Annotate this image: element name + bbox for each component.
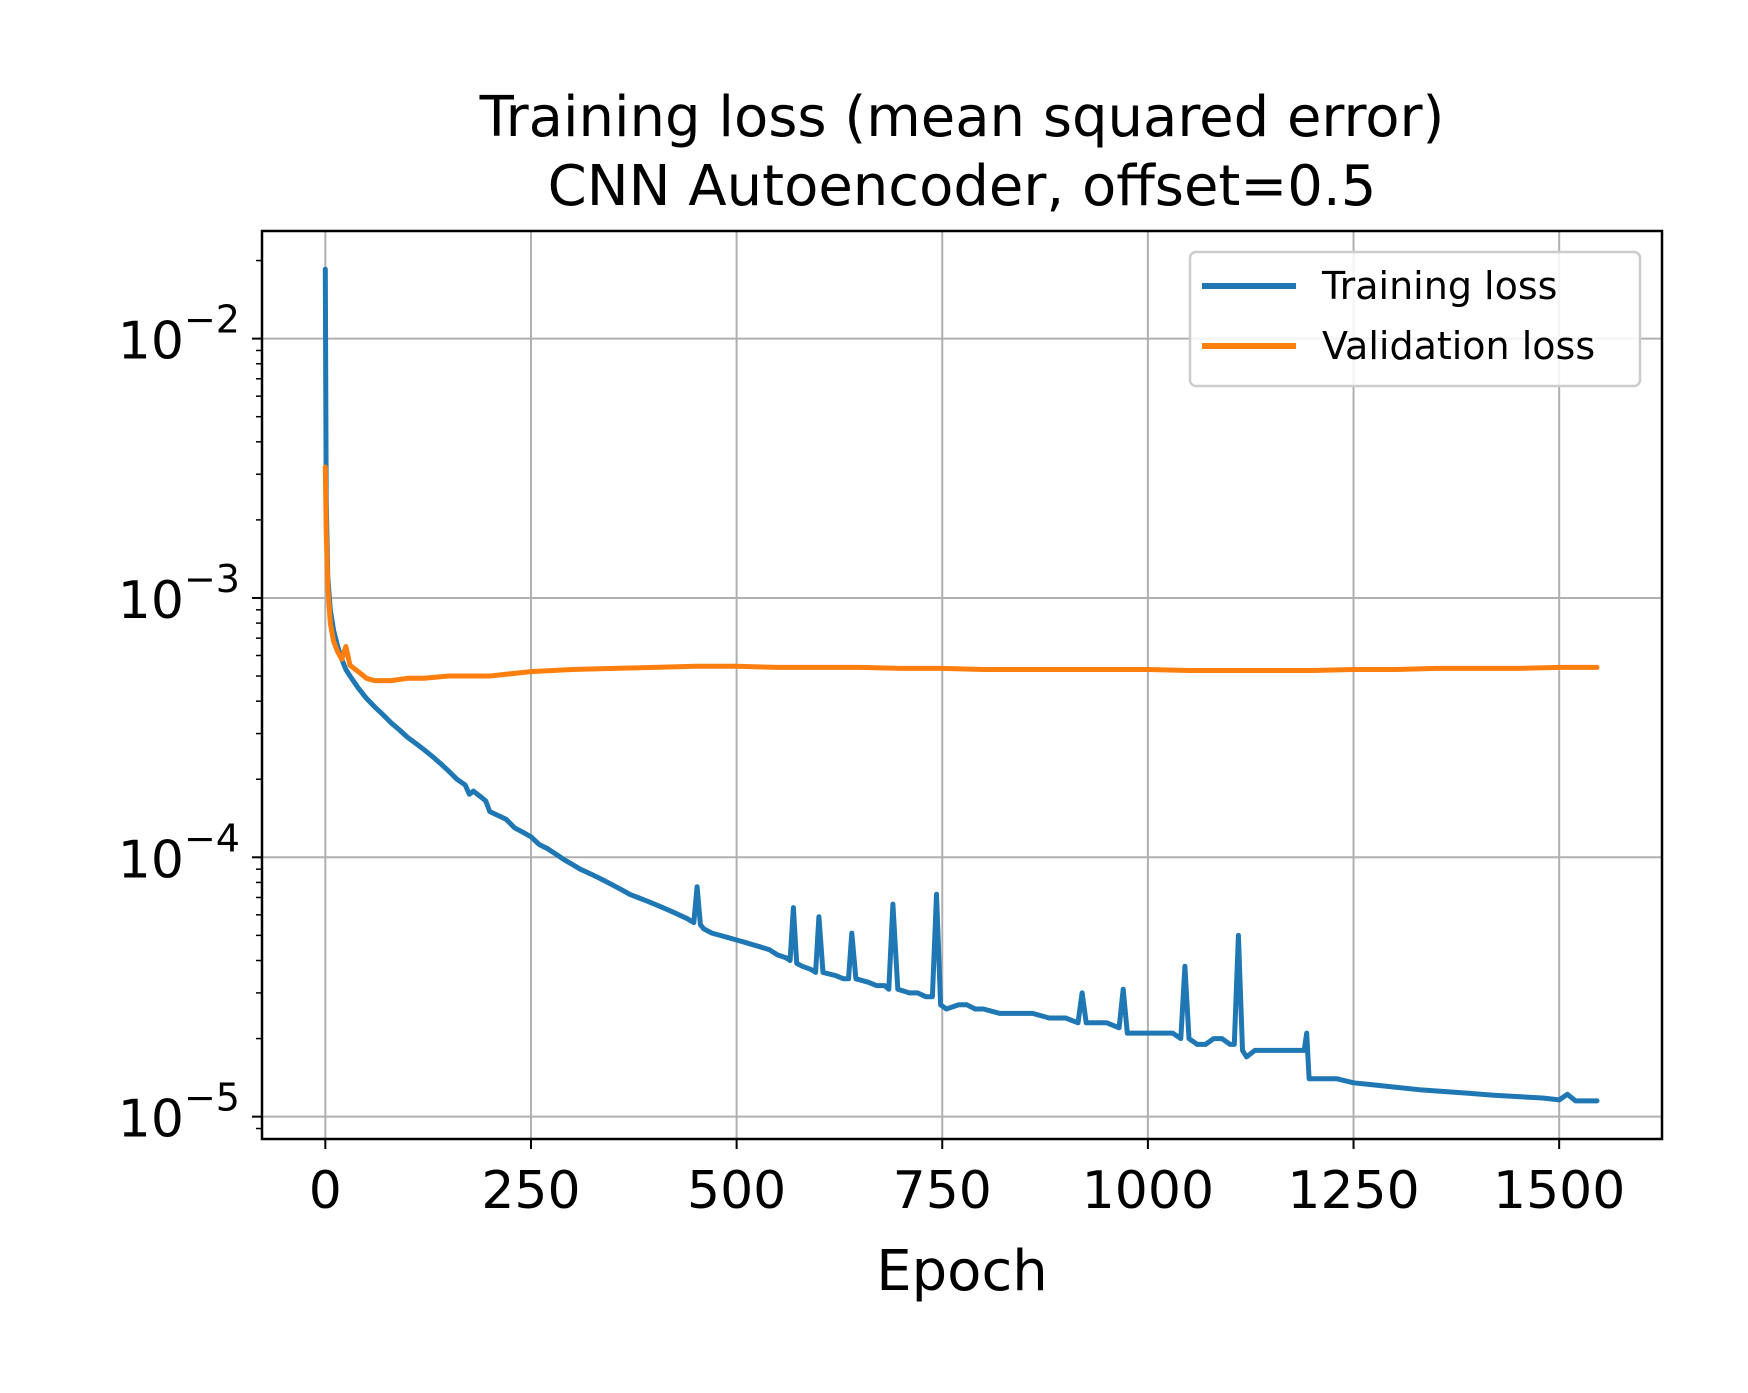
y-tick-label: 10−3 [118, 557, 240, 631]
x-tick-label: 1500 [1493, 1161, 1625, 1221]
series-line-validation-loss [322, 464, 1600, 684]
x-tick-label: 750 [893, 1161, 992, 1221]
x-axis-label: Epoch [876, 1239, 1047, 1304]
tick-labels: 0 250 500 750 1000 1250 1500 10−5 10−4 10−3 10−2 [118, 298, 1626, 1221]
plot-frame [260, 229, 1664, 1141]
x-tick-label: 500 [687, 1161, 786, 1221]
chart-title: Training loss (mean squared error) [479, 85, 1445, 150]
chart-subtitle: CNN Autoencoder, offset=0.5 [548, 154, 1377, 219]
y-tick-label: 10−2 [118, 298, 240, 372]
legend-label-validation: Validation loss [1322, 324, 1595, 368]
series-lines [322, 266, 1600, 1104]
legend-label-training: Training loss [1321, 264, 1557, 308]
x-tick-label: 1250 [1287, 1161, 1419, 1221]
legend-box [1188, 250, 1642, 388]
x-tick-label: 0 [309, 1161, 342, 1221]
y-tick-label: 10−4 [118, 816, 240, 890]
x-tick-label: 1000 [1082, 1161, 1214, 1221]
axis-ticks [252, 337, 1561, 1149]
legend: Training loss Validation loss [1188, 250, 1642, 388]
x-tick-label: 250 [481, 1161, 580, 1221]
series-line-training-loss [322, 266, 1600, 1104]
y-tick-label: 10−5 [118, 1076, 240, 1150]
